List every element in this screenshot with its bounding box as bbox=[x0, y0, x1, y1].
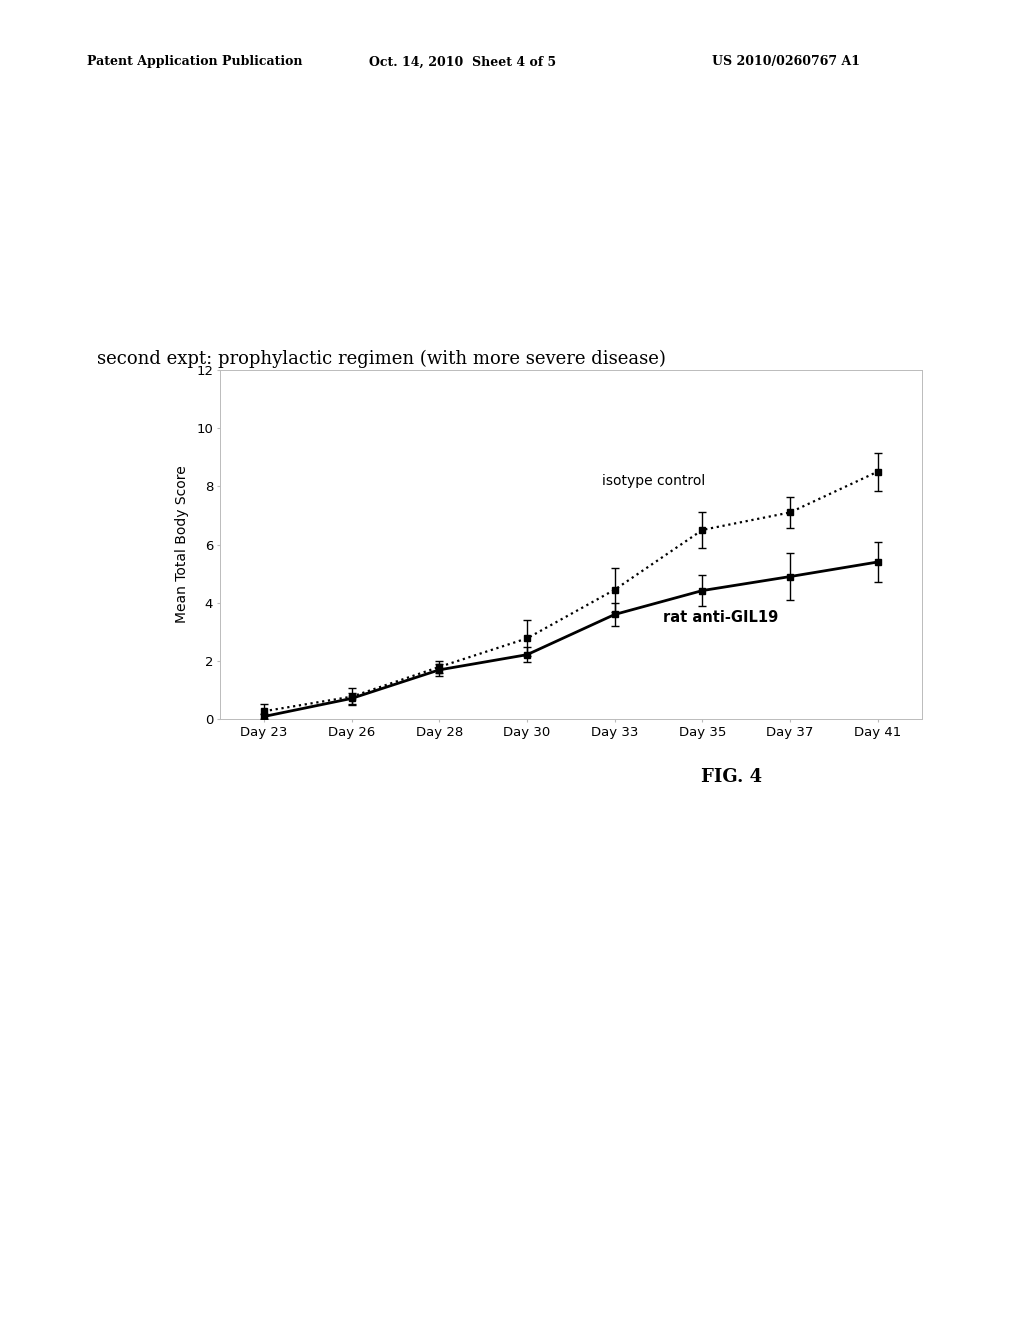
Text: FIG. 4: FIG. 4 bbox=[701, 768, 763, 787]
Y-axis label: Mean Total Body Score: Mean Total Body Score bbox=[175, 466, 189, 623]
Text: Oct. 14, 2010  Sheet 4 of 5: Oct. 14, 2010 Sheet 4 of 5 bbox=[369, 55, 556, 69]
Text: US 2010/0260767 A1: US 2010/0260767 A1 bbox=[712, 55, 860, 69]
Text: rat anti-GIL19: rat anti-GIL19 bbox=[663, 610, 778, 624]
Text: isotype control: isotype control bbox=[601, 474, 705, 488]
Text: second expt: prophylactic regimen (with more severe disease): second expt: prophylactic regimen (with … bbox=[97, 350, 667, 368]
Text: Patent Application Publication: Patent Application Publication bbox=[87, 55, 302, 69]
